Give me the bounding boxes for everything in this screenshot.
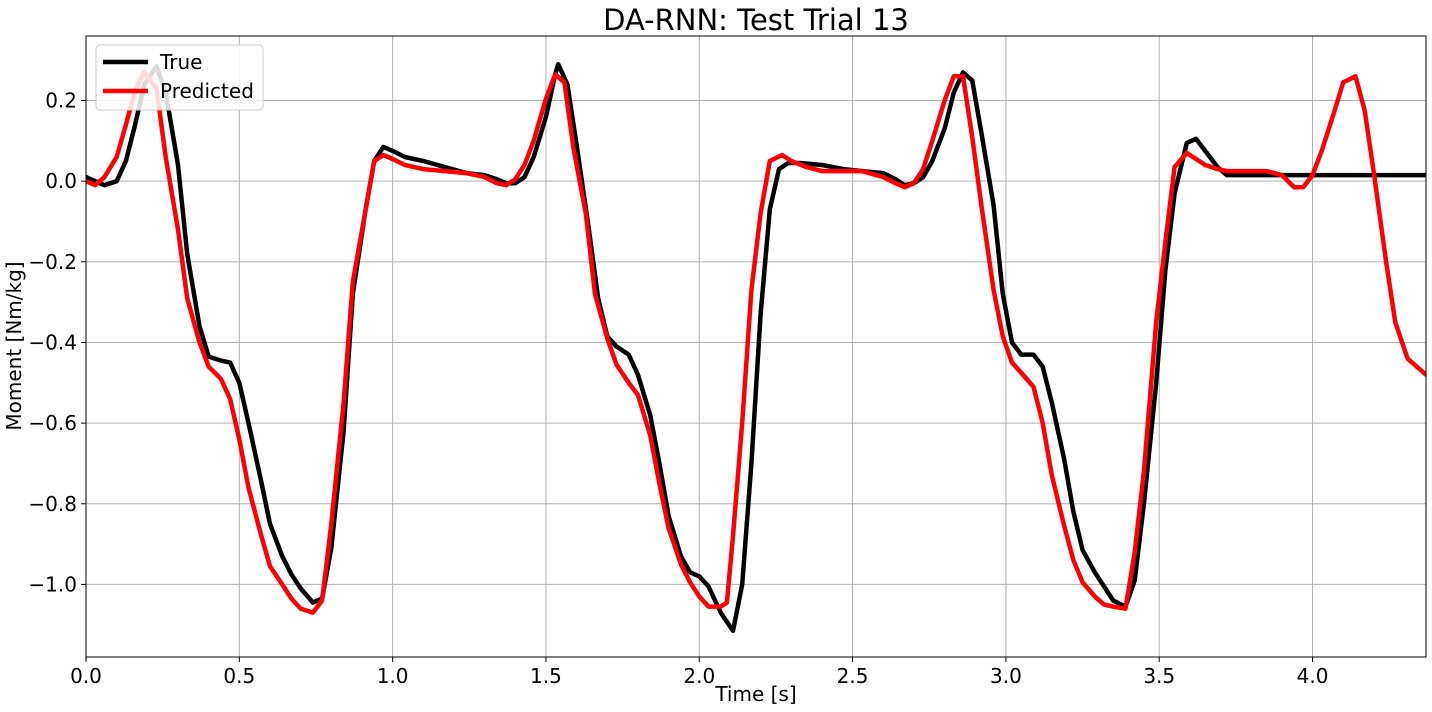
x-tick-label: 2.0 [683,664,715,688]
legend-label-true: True [159,50,202,74]
x-tick-label: 2.5 [837,664,869,688]
series-line-predicted [86,70,1426,615]
x-tick-label: 1.0 [377,664,409,688]
y-tick-label: −0.2 [28,250,77,274]
chart-title: DA-RNN: Test Trial 13 [603,3,909,37]
y-tick-label: −1.0 [28,572,77,596]
x-tick-label: 1.5 [530,664,562,688]
y-axis-label: Moment [Nm/kg] [2,261,26,430]
y-tick-label: −0.6 [28,411,77,435]
x-tick-label: 0.0 [70,664,102,688]
y-tick-label: 0.0 [45,169,77,193]
plot-frame [85,35,1427,658]
series-layer [86,61,1426,634]
x-axis-label: Time [s] [714,682,796,706]
x-axis: 0.0 0.5 1.0 1.5 2.0 2.5 3.0 3.5 4.0 [70,657,1328,688]
legend: True Predicted [95,44,264,111]
y-tick-label: −0.4 [28,330,77,354]
x-tick-label: 3.0 [990,664,1022,688]
y-axis: 0.2 0.0 −0.2 −0.4 −0.6 −0.8 −1.0 [28,89,86,596]
x-tick-label: 4.0 [1297,664,1329,688]
x-tick-label: 3.5 [1143,664,1175,688]
y-tick-label: 0.2 [45,89,77,113]
legend-label-predicted: Predicted [160,79,254,103]
series-line-true [86,61,1426,634]
x-tick-label: 0.5 [223,664,255,688]
y-tick-label: −0.8 [28,492,77,516]
